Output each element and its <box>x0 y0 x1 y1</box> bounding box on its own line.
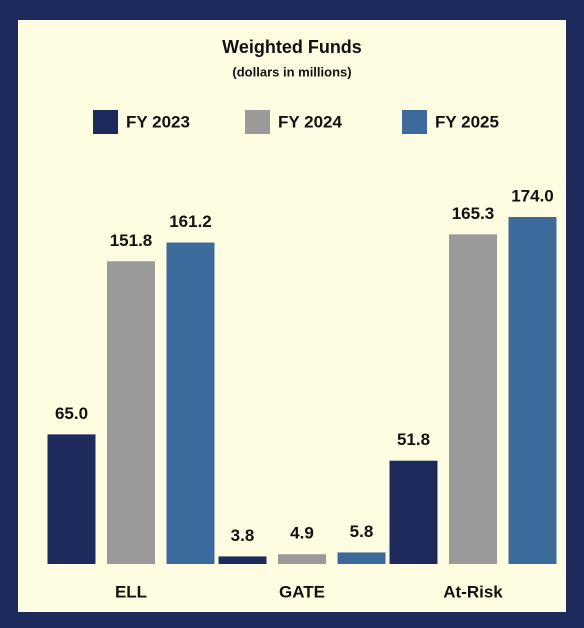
value-label: 51.8 <box>397 430 430 449</box>
bar <box>389 460 438 564</box>
bar <box>508 217 557 564</box>
value-label: 5.8 <box>350 522 374 541</box>
chart-title: Weighted Funds <box>222 37 362 57</box>
bar <box>218 556 267 564</box>
value-label: 161.2 <box>169 212 212 231</box>
legend-swatch <box>245 110 270 134</box>
bar <box>47 434 96 564</box>
bar <box>107 261 155 564</box>
value-label: 3.8 <box>231 526 255 545</box>
value-label: 4.9 <box>290 524 314 543</box>
legend-label: FY 2024 <box>278 112 343 131</box>
legend-label: FY 2025 <box>435 112 499 131</box>
value-label: 65.0 <box>55 404 88 423</box>
value-label: 165.3 <box>452 204 495 223</box>
value-label: 151.8 <box>110 231 153 250</box>
bar <box>449 234 497 564</box>
legend-swatch <box>93 110 118 134</box>
x-tick-label: GATE <box>279 582 325 601</box>
legend-label: FY 2023 <box>126 112 190 131</box>
x-tick-label: At-Risk <box>443 582 503 601</box>
bar <box>337 552 386 564</box>
legend-swatch <box>402 110 427 134</box>
x-tick-label: ELL <box>115 582 147 601</box>
chart-subtitle: (dollars in millions) <box>232 64 351 79</box>
bar <box>166 242 215 565</box>
bar <box>278 554 326 564</box>
value-label: 174.0 <box>511 186 554 205</box>
